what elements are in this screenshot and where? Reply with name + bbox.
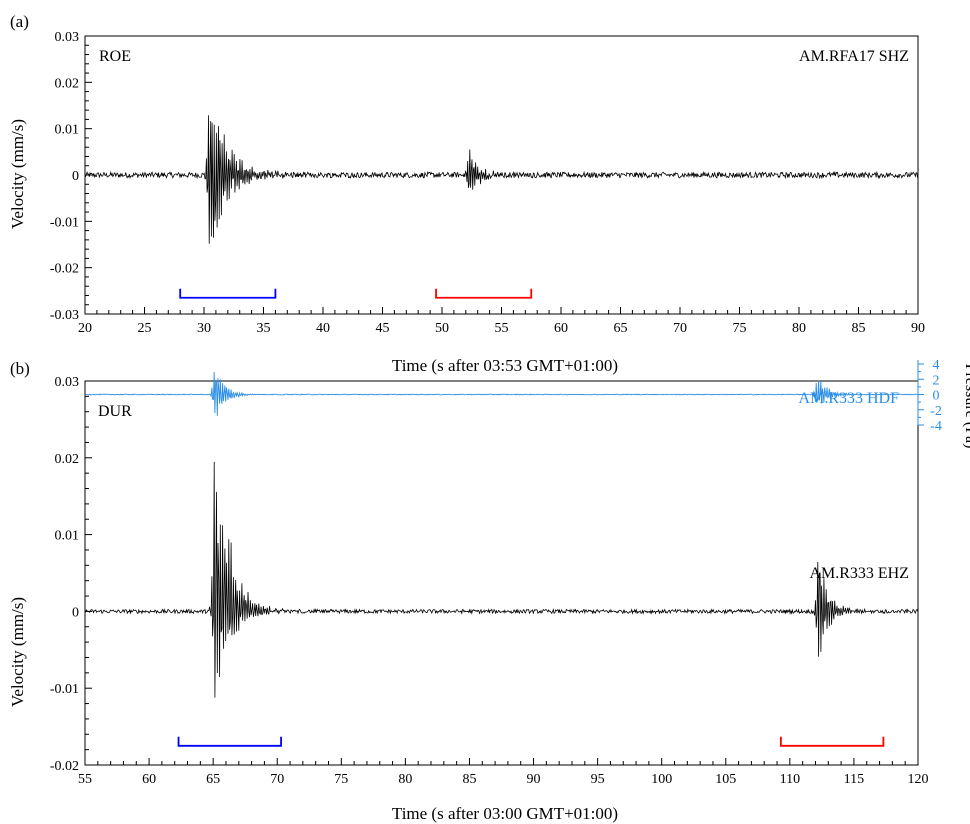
time-window-bracket-1 <box>779 736 885 747</box>
x-tick-label: 75 <box>733 321 747 336</box>
secondary-y-tick-label: -2 <box>930 404 942 419</box>
panel-b-channel-label: AM.R333 EHZ <box>809 565 909 582</box>
x-tick-label: 25 <box>138 321 152 336</box>
x-tick-label: 85 <box>852 321 866 336</box>
secondary-y-tick-label: 4 <box>933 358 940 373</box>
x-tick-label: 60 <box>554 321 568 336</box>
panel-a-plot: 20 25 30 35 40 45 50 55 60 65 70 75 80 85 90 -0.03 -0.02… <box>50 30 925 336</box>
x-tick-label: 65 <box>206 772 220 787</box>
secondary-y-tick-label: -4 <box>930 419 942 434</box>
x-tick-label: 80 <box>792 321 806 336</box>
panel-b-plot: 55 60 65 70 75 80 85 90 95 100 105 110 115 120 -0.02 -0… <box>50 358 942 787</box>
panel-b-label: (b) <box>10 359 30 378</box>
x-tick-label: 80 <box>398 772 412 787</box>
x-tick-label: 70 <box>673 321 687 336</box>
x-tick-label: 55 <box>78 772 92 787</box>
panel-b-y-axis-title: Velocity (mm/s) <box>8 597 27 707</box>
secondary-series-line <box>84 372 918 416</box>
x-tick-label: 30 <box>197 321 211 336</box>
x-tick-label: 120 <box>908 772 929 787</box>
y-tick-label: 0.01 <box>55 529 80 544</box>
x-tick-label: 85 <box>462 772 476 787</box>
series-line-0 <box>84 115 918 244</box>
x-tick-label: 65 <box>614 321 628 336</box>
x-tick-label: 90 <box>911 321 925 336</box>
x-tick-label: 20 <box>78 321 92 336</box>
x-tick-label: 115 <box>844 772 864 787</box>
y-tick-label: -0.02 <box>50 759 79 774</box>
x-tick-label: 95 <box>591 772 605 787</box>
time-window-bracket-0 <box>177 736 282 747</box>
x-tick-label: 35 <box>257 321 271 336</box>
y-tick-label: 0.02 <box>55 452 80 467</box>
y-tick-label: -0.01 <box>50 682 79 697</box>
x-tick-label: 40 <box>316 321 330 336</box>
x-tick-label: 100 <box>651 772 672 787</box>
y-tick-label: 0 <box>72 169 79 184</box>
x-tick-label: 75 <box>334 772 348 787</box>
time-window-bracket-1 <box>435 288 533 299</box>
x-tick-label: 45 <box>376 321 390 336</box>
y-tick-label: 0.02 <box>55 76 80 91</box>
x-tick-label: 105 <box>715 772 736 787</box>
secondary-y-tick-label: 2 <box>933 373 940 388</box>
y-tick-label: 0.03 <box>55 375 80 390</box>
panel-a-channel-label: AM.RFA17 SHZ <box>799 48 909 65</box>
y-tick-label: 0 <box>72 605 79 620</box>
secondary-y-tick-label: 0 <box>933 389 940 404</box>
y-tick-label: -0.03 <box>50 308 79 323</box>
x-tick-label: 90 <box>527 772 541 787</box>
y-tick-label: -0.02 <box>50 262 79 277</box>
x-tick-label: 55 <box>495 321 509 336</box>
y-tick-label: 0.01 <box>55 123 80 138</box>
y-tick-label: -0.01 <box>50 215 79 230</box>
x-tick-label: 50 <box>435 321 449 336</box>
panel-b-secondary-y-axis-title: Pressure (Pa) <box>962 364 970 449</box>
x-tick-label: 60 <box>142 772 156 787</box>
panel-a-y-axis-title: Velocity (mm/s) <box>8 119 27 229</box>
y-tick-label: 0.03 <box>55 30 80 45</box>
series-line-0 <box>84 461 919 698</box>
panel-a-station-label: ROE <box>99 48 131 65</box>
x-tick-label: 70 <box>270 772 284 787</box>
panel-a-x-axis-title: Time (s after 03:53 GMT+01:00) <box>392 356 618 375</box>
time-window-bracket-0 <box>179 288 277 299</box>
panel-b-station-label: DUR <box>98 403 132 420</box>
panel-b-x-axis-title: Time (s after 03:00 GMT+01:00) <box>392 804 618 823</box>
x-tick-label: 110 <box>780 772 800 787</box>
plot-frame <box>84 380 919 766</box>
panel-a-label: (a) <box>10 12 29 31</box>
